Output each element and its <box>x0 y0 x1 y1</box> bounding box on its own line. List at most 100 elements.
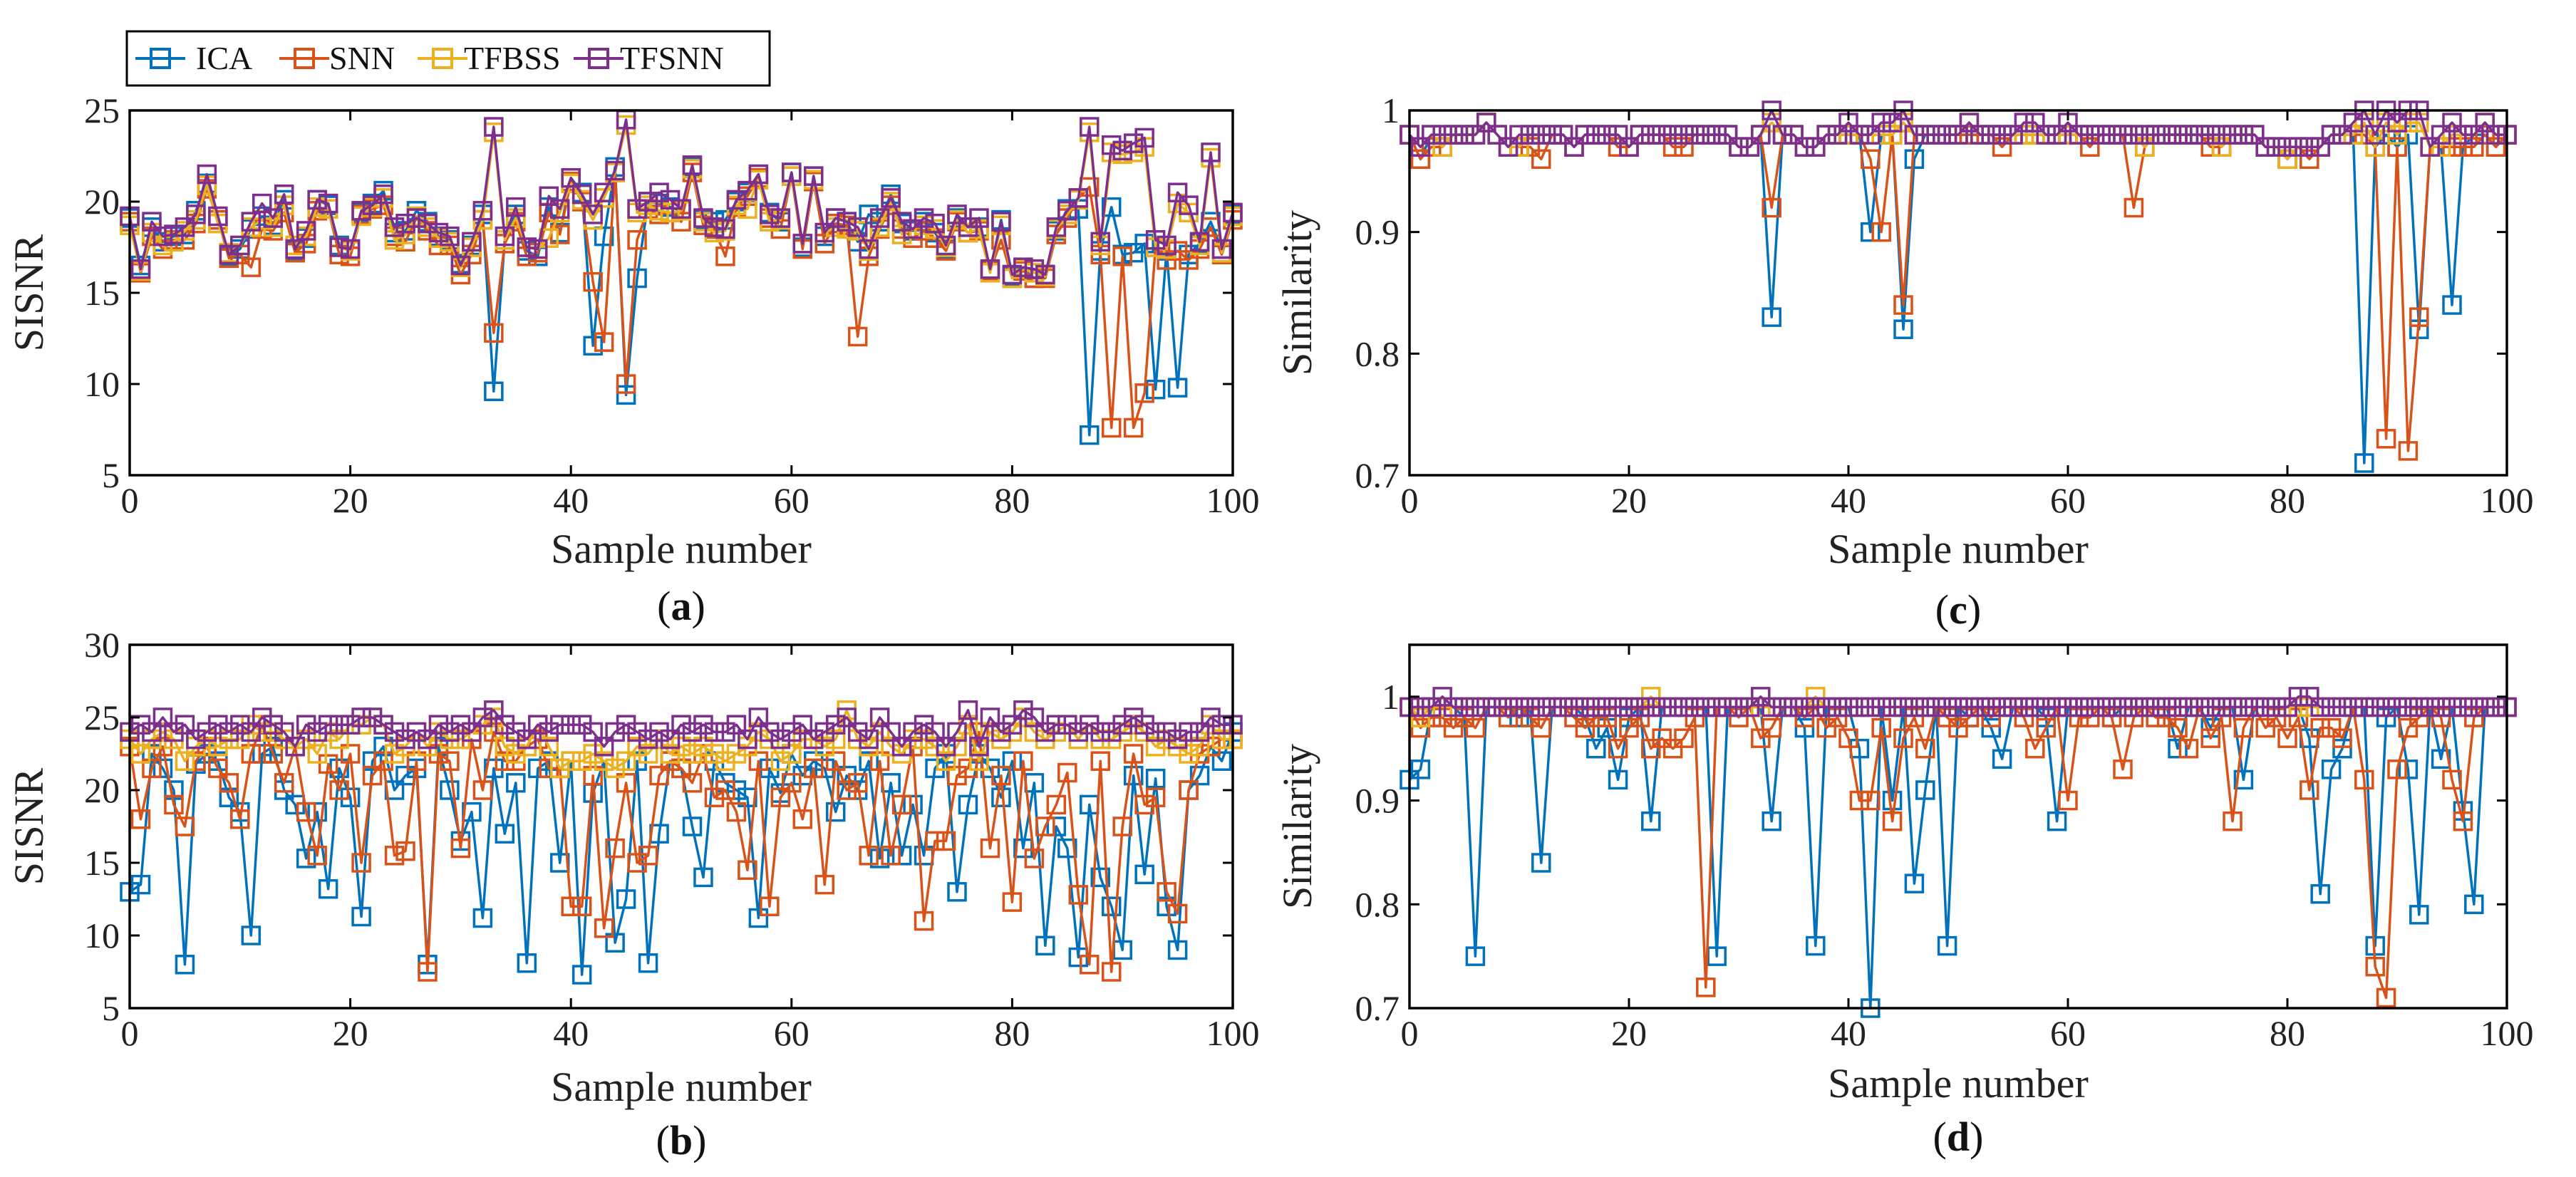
data-point <box>1179 780 1199 800</box>
data-point <box>329 715 349 735</box>
data-point <box>859 204 879 224</box>
x-axis-label: Sample number <box>551 526 812 572</box>
data-point <box>2288 697 2309 717</box>
data-point <box>362 751 383 771</box>
data-point <box>2266 137 2287 157</box>
data-point <box>164 722 184 742</box>
data-point <box>891 224 912 244</box>
data-point <box>1422 707 1442 727</box>
data-point <box>450 715 471 735</box>
data-point <box>1762 717 1781 738</box>
data-point <box>1145 787 1166 807</box>
data-point <box>1717 697 1738 717</box>
data-point <box>2069 125 2089 145</box>
data-point <box>1608 769 1628 790</box>
data-point <box>980 259 1000 279</box>
data-point <box>1762 113 1781 133</box>
data-point <box>2255 697 2275 717</box>
data-point <box>2420 697 2440 717</box>
y-tick-label: 0.8 <box>1355 884 1400 924</box>
data-point <box>2442 113 2462 133</box>
data-point <box>1487 125 1507 145</box>
data-point <box>186 729 206 750</box>
data-point <box>1179 195 1199 215</box>
data-point <box>1068 885 1089 905</box>
data-point <box>1630 707 1650 727</box>
data-point <box>230 235 250 256</box>
data-point <box>605 160 625 181</box>
data-point <box>947 204 967 224</box>
data-point <box>2101 707 2122 727</box>
data-point <box>2080 697 2100 717</box>
data-point <box>2190 697 2210 717</box>
data-point <box>395 213 415 234</box>
data-point <box>296 849 316 869</box>
data-point <box>1531 717 1551 738</box>
series-tfsnn <box>1400 687 2517 717</box>
panel-a: 0 20 40 60 80 100 5 10 15 20 25 Sample number SISNR (… <box>6 90 1260 629</box>
data-point <box>2058 125 2078 145</box>
data-point <box>2233 697 2254 717</box>
panel-label: (b) <box>656 1117 707 1163</box>
data-point <box>1035 722 1055 742</box>
data-point <box>1531 149 1551 170</box>
data-point <box>2321 125 2342 145</box>
data-point <box>2310 137 2330 157</box>
data-point <box>351 906 371 927</box>
data-point <box>1454 697 1474 717</box>
data-point <box>1685 697 1705 717</box>
data-point <box>1893 295 1913 315</box>
data-point <box>1145 230 1166 250</box>
data-point <box>2310 883 2330 904</box>
data-point <box>1189 765 1210 786</box>
data-point <box>2014 113 2034 133</box>
data-point <box>164 794 184 815</box>
data-point <box>1816 717 1836 738</box>
data-point <box>130 744 151 764</box>
data-point <box>561 751 581 771</box>
data-point <box>814 737 834 757</box>
data-point <box>1662 137 1683 157</box>
data-point <box>925 758 945 779</box>
data-point <box>1134 128 1154 148</box>
data-point <box>782 722 802 742</box>
data-point <box>627 853 647 873</box>
data-point <box>208 715 228 735</box>
data-point <box>2113 697 2133 717</box>
data-point <box>2464 894 2484 915</box>
panel-label: (a) <box>657 583 705 629</box>
data-point <box>1179 744 1199 764</box>
data-point <box>2277 728 2297 748</box>
data-point <box>2387 137 2407 157</box>
y-tick-label: 0.7 <box>1355 455 1400 495</box>
data-point <box>1871 717 1891 738</box>
data-point <box>1772 125 1793 145</box>
data-point <box>881 188 901 208</box>
data-point <box>1772 697 1793 717</box>
data-point <box>1784 697 1804 717</box>
data-point <box>1520 707 1541 727</box>
data-point <box>693 867 713 888</box>
data-point <box>395 841 415 861</box>
data-point <box>1970 697 1990 717</box>
data-point <box>682 155 703 175</box>
data-point <box>837 780 857 800</box>
data-point <box>1509 125 1529 145</box>
data-point <box>1630 125 1650 145</box>
data-point <box>1992 697 2012 717</box>
data-point <box>760 722 780 742</box>
data-point <box>704 787 725 807</box>
data-point <box>219 787 239 807</box>
data-point <box>274 722 294 742</box>
data-point <box>1904 873 1925 893</box>
data-point <box>2354 697 2374 717</box>
x-tick-label: 100 <box>2481 1013 2534 1053</box>
data-point <box>760 758 780 779</box>
panel-c: 0 20 40 60 80 100 0.7 0.8 0.9 1 Sample number Simil… <box>1274 90 2534 633</box>
data-point <box>1498 697 1519 717</box>
data-point <box>1422 125 1442 145</box>
y-axis-label: SISNR <box>6 767 52 885</box>
data-point <box>804 758 824 779</box>
data-point <box>936 235 956 256</box>
data-point <box>1806 935 1826 956</box>
